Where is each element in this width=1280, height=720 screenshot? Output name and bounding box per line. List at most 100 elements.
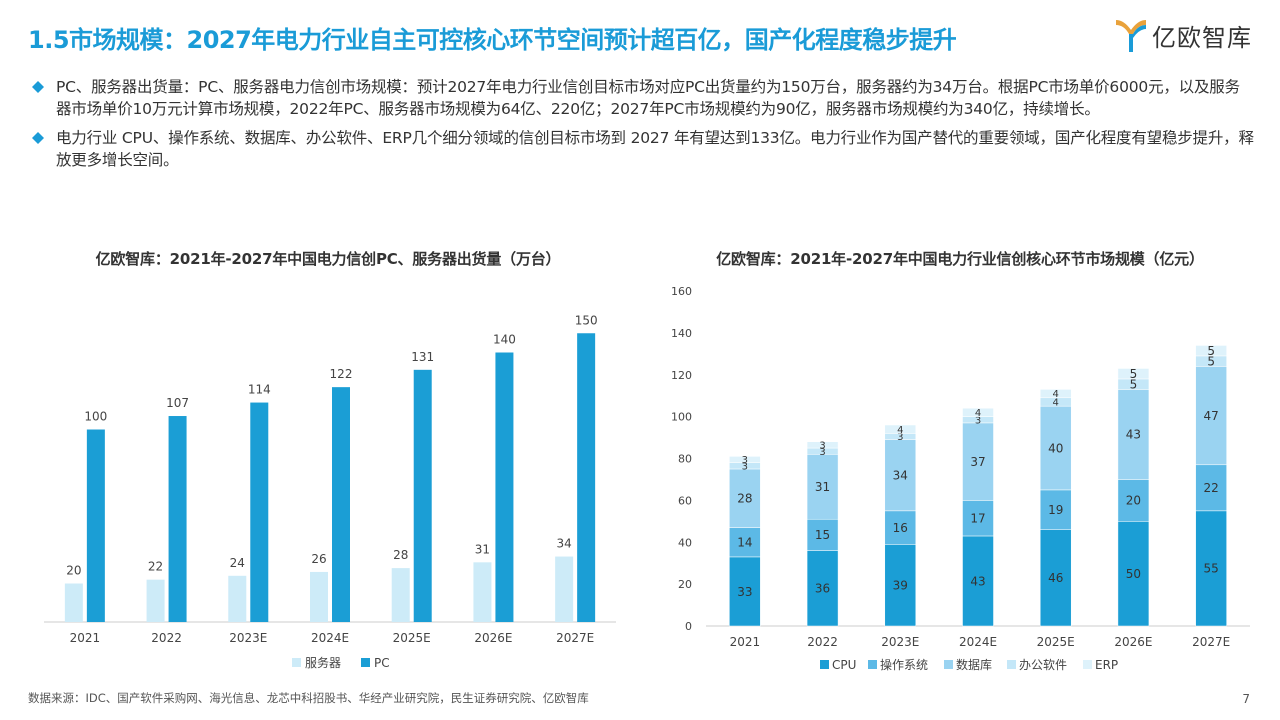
page-title: 1.5市场规模：2027年电力行业自主可控核心环节空间预计超百亿，国产化程度稳步… <box>28 26 957 54</box>
data-label: 28 <box>737 492 752 506</box>
bar <box>555 556 574 622</box>
bar-segment <box>1039 529 1072 627</box>
data-label: 43 <box>970 574 985 588</box>
data-label: 5 <box>1130 377 1138 391</box>
bar-segment <box>729 468 761 528</box>
bullet-text: 电力行业 CPU、操作系统、数据库、办公软件、ERP几个细分领域的信创目标市场到… <box>56 129 1254 169</box>
data-label: 131 <box>411 350 434 364</box>
bar-segment <box>806 454 839 520</box>
x-tick-label: 2026E <box>1114 635 1152 649</box>
bar-segment <box>729 556 761 627</box>
data-label: 3 <box>742 455 748 466</box>
data-label: 16 <box>893 521 908 535</box>
data-label: 34 <box>557 537 572 551</box>
bar <box>310 571 328 622</box>
shipment-chart: 亿欧智库：2021年-2027年中国电力信创PC、服务器出货量（万台） 20 10… <box>28 244 628 684</box>
legend-swatch <box>1083 660 1092 669</box>
x-tick-label: 2026E <box>474 631 512 645</box>
bar-segment <box>962 408 994 417</box>
data-label: 47 <box>1204 409 1219 423</box>
legend-label: PC <box>374 656 390 670</box>
market-size-chart-svg: 0204060801001201401603314283320213615313… <box>671 285 1250 672</box>
data-label: 26 <box>311 552 326 566</box>
data-source: 数据来源：IDC、国产软件采购网、海光信息、龙芯中科招股书、华经产业研究院，民生… <box>28 691 589 705</box>
bullet-item: PC、服务器出货量：PC、服务器电力信创市场规模：预计2027年电力行业信创目标… <box>32 76 1254 120</box>
bar <box>391 568 410 622</box>
legend-label: CPU <box>832 658 856 672</box>
data-label: 4 <box>1053 389 1059 400</box>
data-label: 20 <box>66 564 81 578</box>
bullet-list: PC、服务器出货量：PC、服务器电力信创市场规模：预计2027年电力行业信创目标… <box>32 76 1254 178</box>
data-label: 114 <box>248 383 271 397</box>
data-label: 19 <box>1048 503 1063 517</box>
y-tick-label: 20 <box>678 578 692 591</box>
data-label: 150 <box>575 313 598 327</box>
bar-segment <box>1117 368 1150 380</box>
bar-segment <box>1039 489 1072 530</box>
diamond-bullet-icon <box>32 81 44 93</box>
data-label: 3 <box>975 415 981 426</box>
data-label: 31 <box>815 480 830 494</box>
bar-segment <box>1039 405 1072 491</box>
data-label: 46 <box>1048 571 1063 585</box>
bar <box>86 429 105 622</box>
data-label: 17 <box>970 511 985 525</box>
data-label: 39 <box>893 578 908 592</box>
x-tick-label: 2023E <box>881 635 919 649</box>
yiou-logo-icon <box>1116 20 1146 52</box>
data-label: 36 <box>815 582 830 596</box>
bar <box>168 416 187 622</box>
bar-segment <box>1117 521 1150 627</box>
x-tick-label: 2024E <box>311 631 349 645</box>
legend-label: 数据库 <box>956 657 992 672</box>
bar-segment <box>1195 510 1227 627</box>
data-label: 107 <box>166 396 189 410</box>
data-label: 122 <box>330 367 353 381</box>
x-tick-label: 2023E <box>229 631 267 645</box>
data-label: 3 <box>897 432 903 443</box>
legend-swatch <box>292 658 301 667</box>
data-label: 14 <box>737 536 752 550</box>
data-label: 34 <box>893 469 908 483</box>
x-tick-label: 2027E <box>556 631 594 645</box>
data-label: 3 <box>819 440 825 451</box>
data-label: 24 <box>230 556 245 570</box>
x-tick-label: 2022 <box>151 631 182 645</box>
legend-label: 服务器 <box>305 655 341 670</box>
legend-swatch <box>868 660 877 669</box>
market-size-chart: 亿欧智库：2021年-2027年中国电力行业信创核心环节市场规模（亿元） 0 20… <box>660 244 1260 684</box>
bar <box>146 579 165 622</box>
y-tick-label: 140 <box>671 327 692 340</box>
page-number: 7 <box>1242 692 1250 706</box>
legend-swatch <box>1007 660 1016 669</box>
data-label: 5 <box>1130 367 1138 381</box>
bar-segment <box>806 441 839 449</box>
data-label: 4 <box>975 408 981 419</box>
data-label: 3 <box>742 461 748 472</box>
bar <box>250 402 269 622</box>
x-tick-label: 2021 <box>70 631 101 645</box>
y-tick-label: 60 <box>678 494 692 507</box>
bar <box>332 387 350 622</box>
legend-swatch <box>361 658 370 667</box>
logo-text: 亿欧智库 <box>1152 23 1252 52</box>
bar-segment <box>1117 479 1150 522</box>
bar-segment <box>962 535 994 627</box>
data-label: 100 <box>84 410 107 424</box>
legend-label: 操作系统 <box>880 657 928 672</box>
data-label: 20 <box>1126 494 1141 508</box>
data-label: 28 <box>393 548 408 562</box>
data-label: 37 <box>970 455 985 469</box>
y-tick-label: 0 <box>685 620 692 633</box>
legend-label: ERP <box>1095 658 1118 672</box>
bar-segment <box>1195 366 1227 466</box>
legend-swatch <box>944 660 953 669</box>
x-tick-label: 2025E <box>393 631 431 645</box>
data-label: 43 <box>1126 428 1141 442</box>
bar <box>228 575 247 622</box>
bar-segment <box>1117 389 1150 480</box>
data-label: 4 <box>897 425 903 436</box>
data-label: 31 <box>475 542 490 556</box>
bar <box>413 369 432 622</box>
data-label: 33 <box>737 585 752 599</box>
